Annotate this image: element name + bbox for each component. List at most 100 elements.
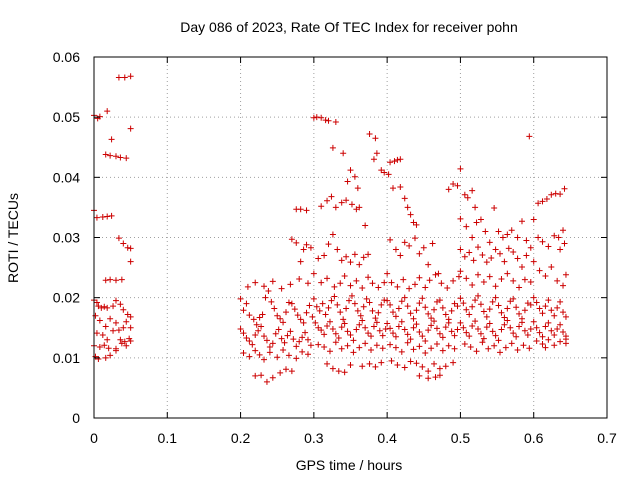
x-tick-label: 0.2 bbox=[231, 430, 251, 446]
data-point bbox=[395, 305, 402, 312]
data-point bbox=[334, 301, 341, 308]
data-point bbox=[461, 253, 468, 260]
data-point bbox=[294, 312, 301, 319]
data-point bbox=[413, 307, 420, 314]
y-tick-label: 0.04 bbox=[53, 169, 80, 185]
data-point bbox=[127, 313, 134, 320]
data-point bbox=[118, 340, 125, 347]
data-point bbox=[324, 360, 331, 367]
data-point bbox=[489, 328, 496, 335]
data-point bbox=[373, 150, 380, 157]
data-point bbox=[485, 345, 492, 352]
data-point bbox=[110, 303, 117, 310]
x-tick-label: 0.4 bbox=[377, 430, 397, 446]
data-point bbox=[315, 255, 322, 262]
y-tick-label: 0.03 bbox=[53, 230, 80, 246]
data-point bbox=[413, 321, 420, 328]
data-point bbox=[344, 178, 351, 185]
data-point bbox=[340, 316, 347, 323]
data-point bbox=[322, 117, 329, 124]
data-point bbox=[416, 300, 423, 307]
data-point bbox=[457, 246, 464, 253]
data-point bbox=[277, 369, 284, 376]
data-point bbox=[347, 282, 354, 289]
data-point bbox=[346, 297, 353, 304]
data-point bbox=[411, 235, 418, 242]
data-point bbox=[331, 283, 338, 290]
data-point bbox=[372, 363, 379, 370]
data-point bbox=[513, 333, 520, 340]
data-point bbox=[366, 131, 373, 138]
data-point bbox=[436, 330, 443, 337]
data-point bbox=[428, 322, 435, 329]
data-point bbox=[261, 356, 268, 363]
data-point bbox=[362, 324, 369, 331]
data-point bbox=[93, 330, 100, 337]
data-point bbox=[117, 301, 124, 308]
data-point bbox=[432, 374, 439, 381]
x-tick-label: 0.6 bbox=[524, 430, 544, 446]
data-point bbox=[344, 328, 351, 335]
data-point bbox=[428, 315, 435, 322]
data-point bbox=[392, 333, 399, 340]
y-tick-label: 0.01 bbox=[53, 350, 80, 366]
data-point bbox=[127, 258, 134, 265]
axis-ticks: 0 0.1 0.2 0.3 0.4 0.5 0.6 0.7 0 0.01 0.02 0.03 0.04 0… bbox=[53, 49, 617, 446]
data-point bbox=[388, 357, 395, 364]
data-point bbox=[117, 154, 124, 161]
data-point bbox=[454, 303, 461, 310]
data-point bbox=[356, 344, 363, 351]
data-point bbox=[252, 279, 259, 286]
data-point bbox=[560, 227, 567, 234]
data-point bbox=[492, 332, 499, 339]
data-point bbox=[127, 337, 134, 344]
data-point bbox=[95, 356, 102, 363]
data-point bbox=[542, 323, 549, 330]
data-point bbox=[347, 259, 354, 266]
data-point bbox=[387, 341, 394, 348]
data-point bbox=[259, 311, 266, 318]
data-point bbox=[347, 331, 354, 338]
data-point bbox=[299, 334, 306, 341]
data-point bbox=[516, 284, 523, 291]
data-point bbox=[392, 246, 399, 253]
data-point bbox=[472, 318, 479, 325]
data-point bbox=[373, 342, 380, 349]
data-point bbox=[326, 318, 333, 325]
data-point bbox=[436, 365, 443, 372]
data-point bbox=[348, 292, 355, 299]
data-point bbox=[309, 313, 316, 320]
x-tick-label: 0.1 bbox=[158, 430, 178, 446]
data-point bbox=[281, 339, 288, 346]
data-point bbox=[508, 340, 515, 347]
data-point bbox=[366, 299, 373, 306]
data-point bbox=[419, 333, 426, 340]
data-point bbox=[307, 244, 314, 251]
data-point bbox=[475, 244, 482, 251]
data-point bbox=[548, 191, 555, 198]
data-point bbox=[334, 246, 341, 253]
data-point bbox=[269, 374, 276, 381]
data-point bbox=[561, 240, 568, 247]
data-point bbox=[398, 348, 405, 355]
data-point bbox=[504, 317, 511, 324]
data-point bbox=[261, 283, 268, 290]
data-point bbox=[504, 270, 511, 277]
data-point bbox=[291, 306, 298, 313]
data-point bbox=[457, 268, 464, 275]
data-point bbox=[442, 363, 449, 370]
data-point bbox=[108, 212, 115, 219]
data-point bbox=[508, 227, 515, 234]
data-point bbox=[543, 195, 550, 202]
data-point bbox=[473, 348, 480, 355]
data-point bbox=[321, 331, 328, 338]
data-point bbox=[472, 297, 479, 304]
data-point bbox=[127, 324, 134, 331]
data-point bbox=[562, 336, 569, 343]
data-point bbox=[329, 325, 336, 332]
data-point bbox=[124, 244, 131, 251]
data-point bbox=[120, 240, 127, 247]
data-point bbox=[246, 353, 253, 360]
data-point bbox=[422, 284, 429, 291]
